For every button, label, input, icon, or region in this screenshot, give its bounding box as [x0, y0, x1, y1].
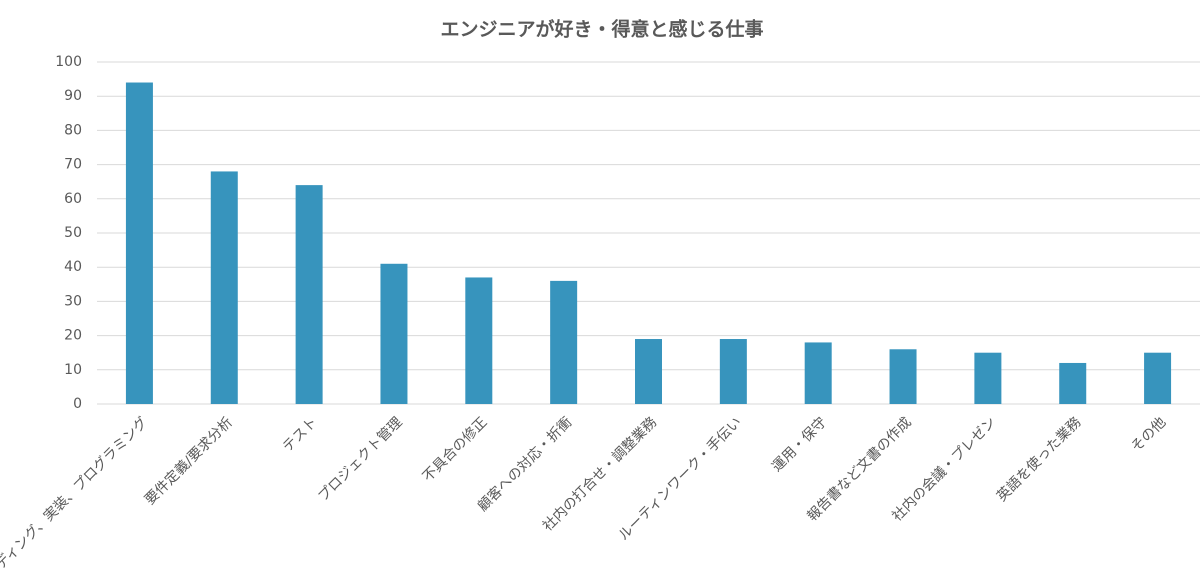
- y-tick-label: 50: [64, 225, 82, 241]
- x-tick-label: その他: [1128, 414, 1169, 455]
- x-tick-label: 要件定義/要求分析: [141, 414, 236, 509]
- x-tick-label: 英語を使った業務: [993, 414, 1084, 505]
- bar: [550, 280, 578, 404]
- x-tick-label: プロジェクト管理: [315, 414, 406, 505]
- y-tick-label: 0: [73, 396, 82, 412]
- bar: [465, 277, 493, 404]
- bar: [889, 349, 917, 404]
- y-tick-label: 90: [64, 88, 82, 104]
- y-tick-label: 60: [64, 191, 82, 207]
- y-tick-label: 80: [64, 122, 82, 138]
- x-tick-label: テスト: [280, 414, 321, 455]
- bar: [1144, 352, 1172, 404]
- chart-title: エンジニアが好き・得意と感じる仕事: [440, 18, 763, 41]
- bar: [125, 82, 153, 405]
- x-tick-label: 不具合の修正: [420, 414, 491, 485]
- y-tick-label: 20: [64, 328, 82, 344]
- x-tick-label: コーディング、実装、プログラミング: [0, 414, 151, 569]
- x-tick-label: 運用・保守: [769, 414, 830, 475]
- y-tick-label: 10: [64, 362, 82, 378]
- y-tick-label: 40: [64, 259, 82, 275]
- bar: [380, 263, 408, 404]
- x-tick-label: 顧客への対応・折衝: [474, 414, 575, 515]
- bar: [635, 339, 662, 404]
- y-tick-label: 100: [55, 54, 82, 70]
- y-tick-label: 70: [64, 157, 82, 173]
- bar: [295, 185, 323, 404]
- bar: [210, 171, 238, 404]
- bar: [719, 339, 747, 404]
- y-tick-label: 30: [64, 293, 82, 309]
- bar: [804, 342, 832, 404]
- bar: [974, 352, 1002, 404]
- bar: [1059, 362, 1087, 404]
